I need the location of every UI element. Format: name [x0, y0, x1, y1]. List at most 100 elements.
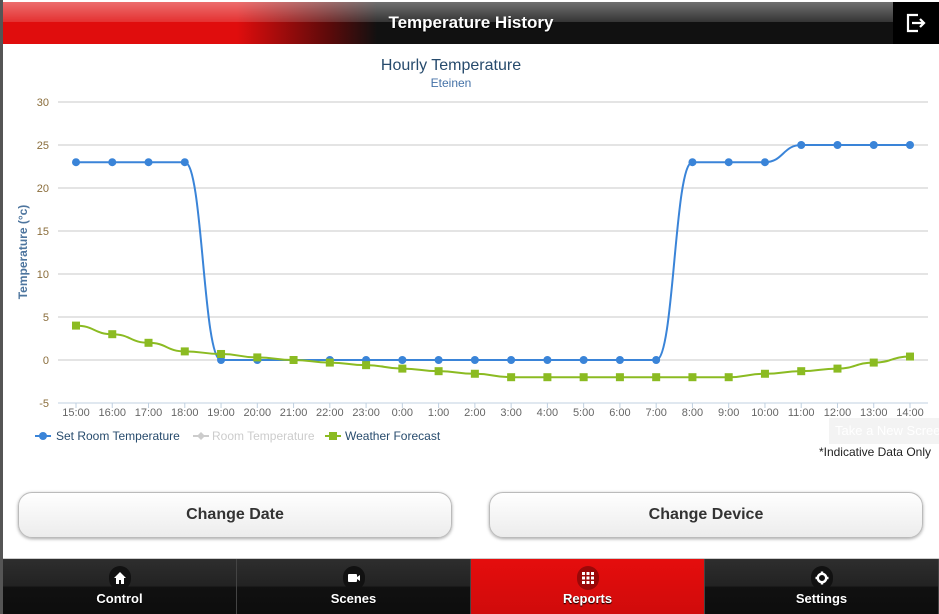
y-tick-label: -5	[39, 398, 49, 410]
data-point[interactable]	[144, 338, 153, 347]
data-point[interactable]	[615, 356, 624, 364]
data-point[interactable]	[906, 141, 914, 149]
page-title: Temperature History	[388, 13, 554, 32]
app: Temperature History Hourly Temperature E…	[3, 0, 939, 614]
data-point[interactable]	[217, 349, 226, 358]
y-tick-label: 20	[37, 183, 49, 195]
data-point[interactable]	[507, 356, 516, 364]
video-camera-icon	[342, 566, 365, 590]
x-tick-label: 12:00	[824, 407, 852, 419]
x-tick-label: 7:00	[645, 407, 666, 419]
series-line	[75, 324, 911, 379]
legend-item-room-temperature[interactable]: Room Temperature	[193, 429, 315, 443]
data-point[interactable]	[688, 158, 697, 167]
data-point[interactable]	[108, 158, 117, 167]
data-point[interactable]	[724, 373, 733, 382]
legend-item-weather-forecast[interactable]: Weather Forecast	[325, 429, 441, 443]
y-tick-label: 10	[37, 269, 49, 281]
data-point[interactable]	[833, 141, 842, 149]
x-tick-label: 14:00	[896, 407, 924, 419]
series-line	[75, 144, 910, 362]
temperature-chart: Hourly Temperature Eteinen Temperature (…	[16, 57, 928, 443]
gear-icon	[810, 566, 833, 590]
exit-icon	[906, 13, 926, 33]
x-tick-label: 2:00	[464, 407, 485, 419]
y-axis-label: Temperature (°c)	[16, 205, 30, 300]
chart-legend: Set Room Temperature Room Temperature We…	[35, 429, 441, 443]
data-point[interactable]	[72, 158, 80, 167]
data-point[interactable]	[325, 358, 334, 367]
take-screenshot-button[interactable]: Take a New Screenshot	[829, 418, 939, 444]
x-tick-label: 8:00	[682, 407, 703, 419]
header-bar: Temperature History	[3, 2, 939, 44]
svg-text:Room Temperature: Room Temperature	[212, 429, 315, 443]
data-point[interactable]	[652, 373, 661, 382]
data-point[interactable]	[760, 369, 769, 378]
data-point[interactable]	[906, 352, 914, 361]
data-point[interactable]	[724, 158, 733, 167]
x-tick-label: 5:00	[573, 407, 594, 419]
x-tick-label: 21:00	[280, 407, 308, 419]
data-point[interactable]	[760, 158, 769, 167]
data-point[interactable]	[688, 373, 697, 382]
data-point[interactable]	[470, 369, 479, 378]
y-tick-label: 15	[37, 226, 49, 238]
data-point[interactable]	[543, 373, 552, 382]
data-point[interactable]	[180, 158, 189, 167]
data-point[interactable]	[72, 321, 80, 330]
y-tick-label: 0	[43, 355, 49, 367]
x-tick-label: 17:00	[135, 407, 163, 419]
svg-text:Weather Forecast: Weather Forecast	[345, 429, 441, 443]
tab-reports[interactable]: Reports	[471, 559, 705, 614]
x-tick-label: 10:00	[751, 407, 779, 419]
x-tick-label: 20:00	[244, 407, 272, 419]
tab-scenes[interactable]: Scenes	[237, 559, 471, 614]
legend-item-set-room-temperature[interactable]: Set Room Temperature	[35, 429, 180, 443]
data-point[interactable]	[180, 347, 189, 356]
chart-subtitle: Eteinen	[431, 76, 472, 90]
x-tick-label: 1:00	[428, 407, 449, 419]
data-point[interactable]	[362, 361, 371, 370]
data-point[interactable]	[144, 158, 153, 167]
x-tick-label: 0:00	[392, 407, 413, 419]
data-point[interactable]	[797, 367, 806, 376]
x-tick-label: 15:00	[62, 407, 90, 419]
x-tick-label: 11:00	[788, 407, 815, 419]
data-point[interactable]	[797, 141, 806, 149]
tab-settings[interactable]: Settings	[705, 559, 939, 614]
bottom-nav: Control Scenes Reports Settings	[3, 558, 939, 614]
x-tick-label: 3:00	[500, 407, 521, 419]
data-point[interactable]	[398, 356, 407, 364]
change-date-button[interactable]: Change Date	[18, 492, 452, 538]
data-point[interactable]	[470, 356, 479, 364]
y-tick-label: 5	[43, 312, 49, 324]
y-tick-label: 30	[37, 97, 49, 109]
data-point[interactable]	[652, 356, 661, 364]
tab-control[interactable]: Control	[3, 559, 237, 614]
data-point[interactable]	[434, 367, 443, 376]
x-tick-label: 6:00	[609, 407, 630, 419]
data-point[interactable]	[615, 373, 624, 382]
chart-title: Hourly Temperature	[381, 57, 521, 74]
data-point[interactable]	[869, 358, 878, 367]
data-point[interactable]	[579, 373, 588, 382]
data-point[interactable]	[289, 356, 298, 364]
grid-icon	[576, 566, 599, 590]
x-tick-label: 13:00	[860, 407, 888, 419]
x-tick-label: 4:00	[537, 407, 558, 419]
exit-button[interactable]	[893, 2, 939, 44]
data-point[interactable]	[217, 356, 226, 364]
data-point[interactable]	[108, 330, 117, 339]
x-tick-label: 16:00	[98, 407, 126, 419]
data-point[interactable]	[543, 356, 552, 364]
data-point[interactable]	[398, 364, 407, 373]
change-device-button[interactable]: Change Device	[489, 492, 923, 538]
data-point[interactable]	[507, 373, 516, 382]
data-point[interactable]	[869, 141, 878, 149]
data-point[interactable]	[434, 356, 443, 364]
data-point[interactable]	[253, 353, 262, 362]
x-tick-label: 9:00	[718, 407, 739, 419]
data-point[interactable]	[579, 356, 588, 364]
data-point[interactable]	[833, 364, 842, 373]
x-tick-label: 18:00	[171, 407, 199, 419]
